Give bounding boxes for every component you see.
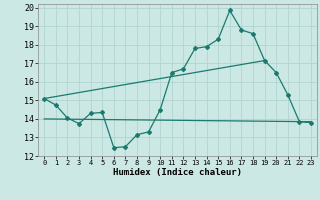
X-axis label: Humidex (Indice chaleur): Humidex (Indice chaleur) xyxy=(113,168,242,177)
